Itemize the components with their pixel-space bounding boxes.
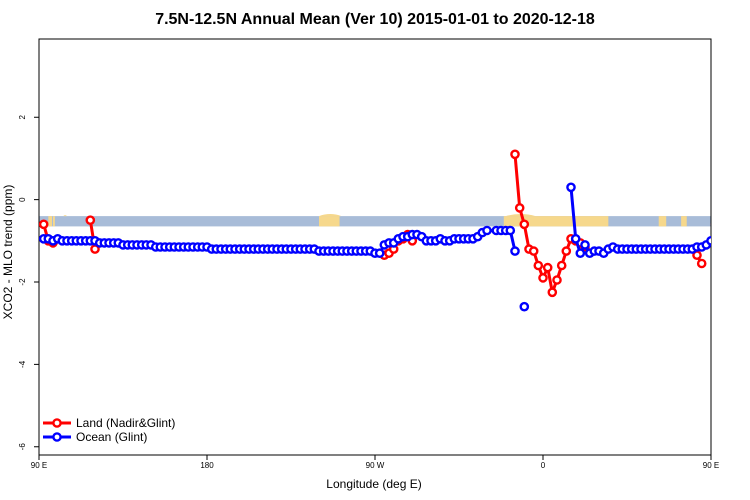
legend-marker — [52, 418, 62, 428]
legend-marker — [52, 432, 62, 442]
data-point — [575, 248, 586, 258]
y-axis-label: XCO2 - MLO trend (ppm) — [1, 185, 15, 320]
data-point — [726, 237, 733, 244]
x-tick-label: 90 W — [366, 461, 385, 470]
x-tick-label: 0 — [541, 461, 546, 470]
data-point — [552, 275, 562, 285]
ocean-band — [39, 216, 711, 227]
data-point — [735, 237, 742, 244]
chart-title: 7.5N-12.5N Annual Mean (Ver 10) 2015-01-… — [155, 11, 595, 28]
y-tick-label: 0 — [18, 197, 27, 202]
land-band-bump — [63, 215, 67, 217]
data-point — [482, 225, 492, 236]
y-tick-label: 2 — [18, 114, 27, 119]
data-point — [580, 240, 590, 250]
data-point — [510, 246, 520, 256]
data-point — [39, 219, 49, 230]
data-point — [519, 301, 530, 312]
series-group — [39, 149, 750, 312]
data-point — [556, 260, 567, 271]
legend-label: Ocean (Glint) — [76, 430, 147, 444]
data-point — [570, 233, 581, 244]
x-tick-label: 90 E — [703, 461, 719, 470]
y-tick-label: -4 — [18, 360, 27, 368]
legend-label: Land (Nadir&Glint) — [76, 416, 175, 430]
land-band-patch — [53, 216, 55, 227]
land-band-bump — [319, 214, 342, 217]
x-tick-label: 90 E — [31, 461, 47, 470]
land-band-patch — [48, 216, 53, 227]
data-point — [745, 217, 750, 224]
data-point — [721, 239, 728, 246]
series-ocean — [39, 182, 750, 312]
data-point — [519, 219, 530, 230]
data-point — [505, 225, 516, 236]
data-point — [696, 258, 707, 269]
land-band-patch — [658, 216, 667, 227]
land-band-patch — [543, 216, 609, 227]
series-line — [716, 224, 725, 243]
data-point — [721, 239, 728, 246]
y-tick-label: -2 — [18, 278, 27, 286]
data-point — [510, 149, 520, 160]
plot-area: 90 E 180 90 W 0 90 E 2 0 -2 -4 -6 — [18, 38, 750, 470]
legend: Land (Nadir&Glint)Ocean (Glint) — [43, 416, 175, 444]
data-point — [706, 236, 711, 246]
data-point — [745, 237, 750, 244]
y-tick-label: -6 — [18, 443, 27, 451]
data-point — [740, 237, 747, 244]
data-point — [374, 248, 385, 258]
x-axis-label: Longitude (deg E) — [326, 477, 421, 491]
data-point — [85, 215, 96, 225]
data-point — [731, 237, 738, 244]
data-point — [717, 235, 724, 242]
x-tick-label: 180 — [200, 461, 214, 470]
data-point — [710, 223, 711, 226]
data-point — [710, 237, 711, 240]
land-band-patch — [319, 216, 340, 227]
land-band-patch — [681, 216, 687, 227]
data-point — [528, 246, 539, 256]
data-point — [717, 237, 724, 244]
data-point — [561, 246, 572, 256]
data-point — [514, 203, 525, 213]
data-point — [538, 273, 548, 283]
data-point — [542, 262, 553, 273]
data-point — [533, 260, 544, 271]
data-point — [547, 287, 558, 298]
data-point — [566, 182, 576, 193]
